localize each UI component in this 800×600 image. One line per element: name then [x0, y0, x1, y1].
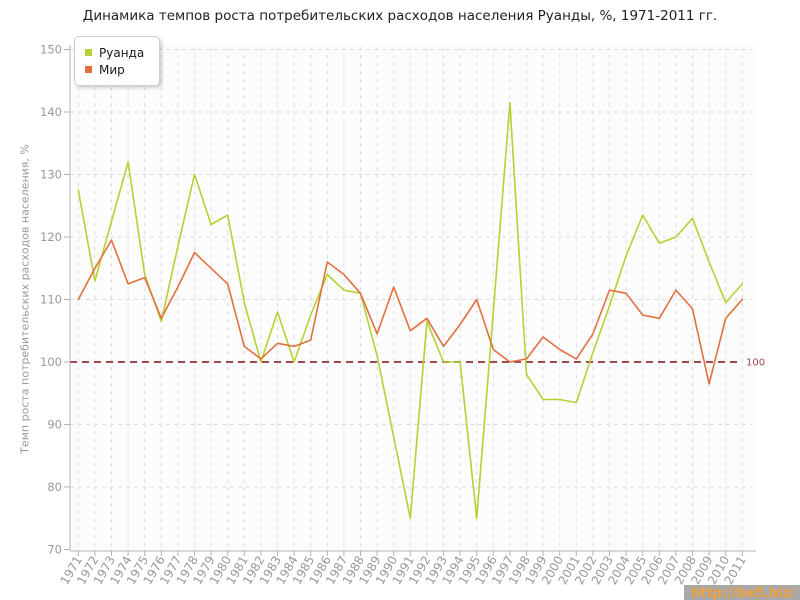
y-tick-label: 80 — [47, 480, 62, 494]
reference-line-label: 100 — [746, 358, 765, 369]
chart-title: Динамика темпов роста потребительских ра… — [82, 8, 718, 24]
y-tick-label: 150 — [40, 43, 62, 57]
legend-item-world: Мир — [85, 61, 144, 78]
legend: Руанда Мир — [74, 36, 161, 86]
y-tick-label: 130 — [40, 168, 62, 182]
y-tick-label: 100 — [40, 355, 62, 369]
watermark-link[interactable]: http://be5.biz/ — [684, 585, 800, 600]
legend-swatch-world-icon — [85, 66, 92, 73]
rwanda-line — [77, 101, 744, 520]
plot-background — [70, 45, 756, 551]
y-tick-label: 140 — [40, 105, 62, 119]
legend-item-rwanda: Руанда — [85, 44, 144, 61]
legend-swatch-rwanda-icon — [85, 49, 92, 56]
legend-label-world: Мир — [99, 62, 125, 77]
y-tick-label: 90 — [47, 418, 62, 432]
world-line — [77, 239, 744, 385]
y-tick-label: 120 — [40, 230, 62, 244]
y-tick-label: 70 — [47, 543, 62, 557]
legend-label-rwanda: Руанда — [99, 45, 145, 60]
y-axis-title: Темп роста потребительских расходов насе… — [18, 144, 32, 454]
y-tick-label: 110 — [40, 293, 62, 307]
